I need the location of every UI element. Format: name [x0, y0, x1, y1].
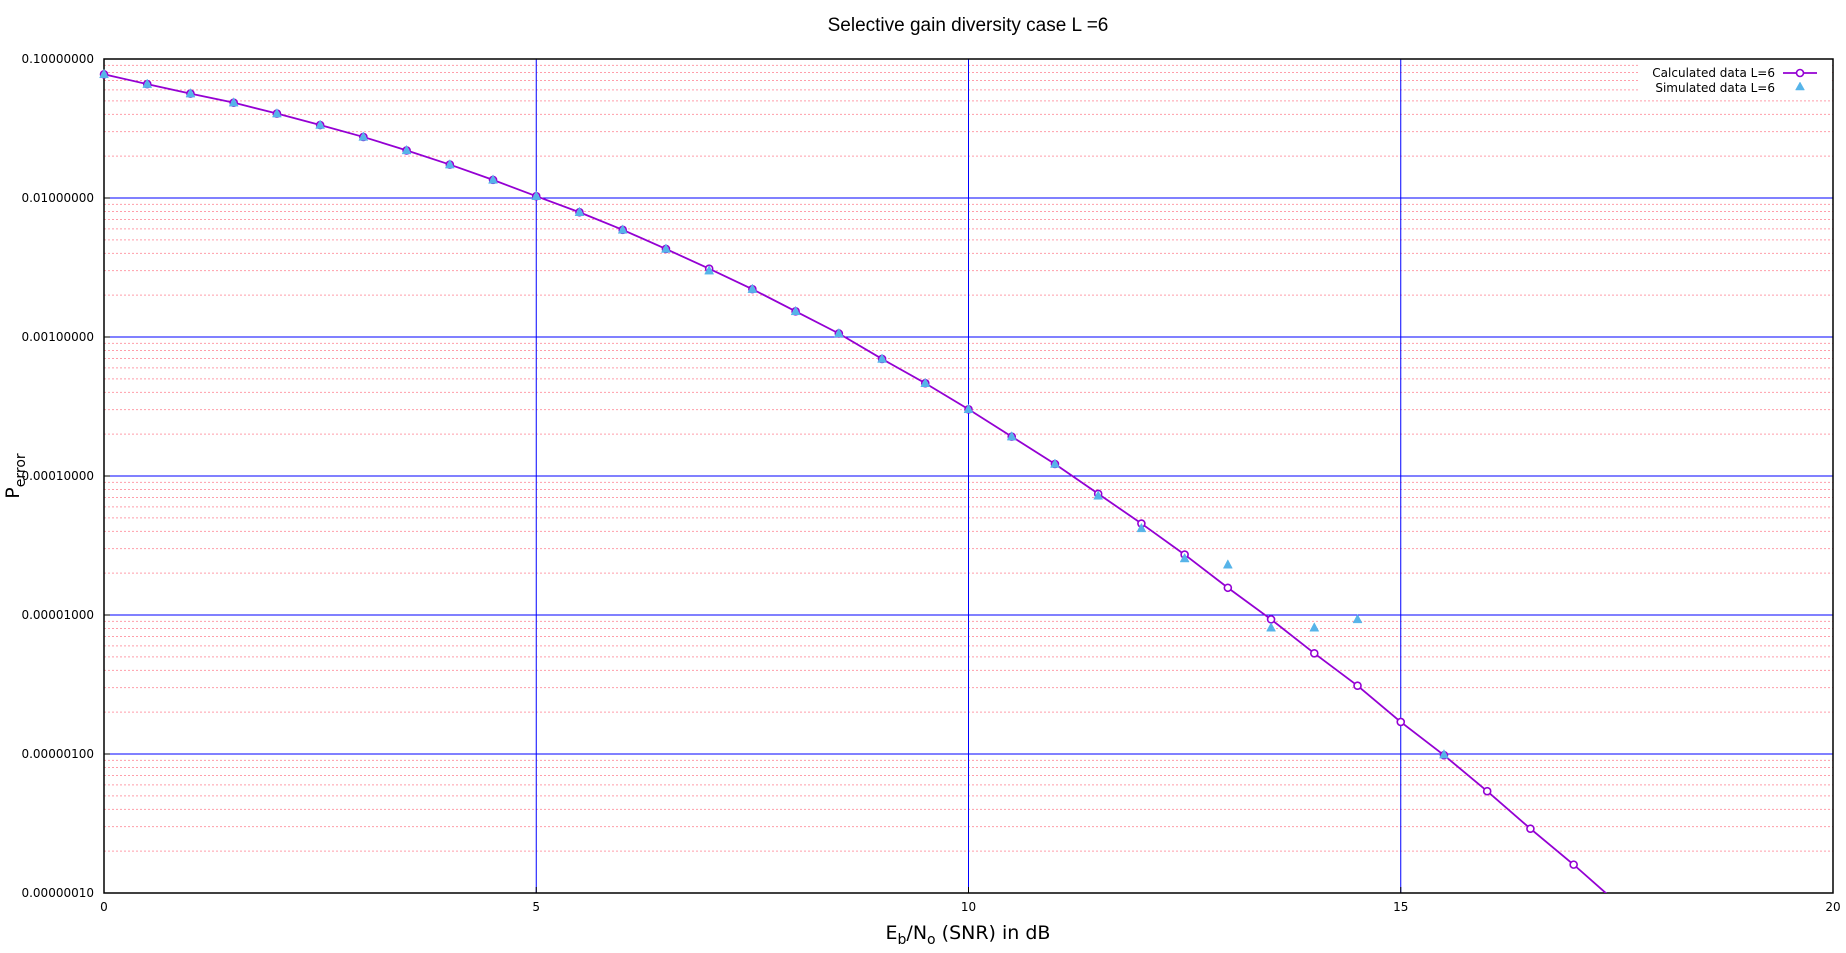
calculated-point — [1353, 681, 1362, 691]
simulated-point — [142, 78, 153, 88]
legend-label-simulated: Simulated data L=6 — [1655, 81, 1775, 95]
legend: Calculated data L=6 Simulated data L=6 — [1640, 64, 1830, 99]
simulated-point — [228, 97, 239, 107]
y-tick-label: 0.01000000 — [21, 191, 94, 205]
simulated-point — [617, 224, 628, 234]
calculated-point — [1310, 649, 1319, 658]
y-tick-label: 0.00000010 — [21, 886, 94, 900]
calculated-point — [1396, 717, 1406, 727]
simulated-point — [1309, 622, 1320, 632]
simulated-point — [1352, 613, 1363, 624]
chart-title: Selective gain diversity case L =6 — [828, 15, 1109, 36]
x-axis-label: Eb/No (SNR) in dB — [886, 922, 1051, 948]
y-tick-label: 0.00001000 — [21, 608, 94, 622]
y-tick-label: 0.00000100 — [21, 747, 94, 761]
simulated-point — [574, 206, 585, 216]
simulated-point — [1179, 552, 1190, 563]
simulated-point — [1136, 522, 1147, 533]
y-tick-label: 0.00010000 — [21, 469, 94, 483]
simulated-point — [99, 68, 109, 79]
simulated-point — [1439, 749, 1449, 759]
y-tick-label: 0.00100000 — [21, 330, 94, 344]
simulated-point — [1222, 559, 1233, 569]
simulated-point — [661, 243, 671, 253]
simulated-point — [1006, 431, 1017, 441]
simulated-point — [315, 119, 326, 129]
series-line-calculated — [104, 73, 1608, 893]
calculated-point — [1482, 786, 1492, 796]
simulated-point — [963, 403, 974, 414]
x-tick-label: 20 — [1825, 900, 1840, 914]
x-tick-label: 5 — [532, 900, 540, 914]
calculated-point — [1526, 824, 1535, 834]
simulated-point — [358, 131, 369, 141]
simulated-point — [444, 159, 455, 169]
simulated-point — [833, 327, 844, 338]
simulated-point — [1266, 622, 1276, 632]
simulated-point — [747, 283, 758, 293]
x-tick-label: 10 — [961, 900, 976, 914]
simulated-point — [920, 377, 931, 387]
y-axis-label: Perror — [2, 453, 29, 499]
axis-ticks: 0.00000010 0.00000100 0.00001000 0.00010000… — [21, 52, 1840, 914]
y-tick-label: 0.10000000 — [21, 52, 94, 66]
legend-marker-calculated — [1795, 68, 1805, 78]
simulated-point — [488, 174, 498, 184]
calculated-point — [1569, 860, 1578, 869]
simulated-point — [401, 144, 412, 155]
calculated-point — [1223, 583, 1233, 593]
simulated-point — [185, 88, 196, 98]
simulated-point — [790, 305, 801, 316]
simulated-point — [271, 108, 282, 118]
simulated-point — [704, 265, 715, 275]
x-tick-label: 0 — [100, 900, 108, 914]
x-tick-label: 15 — [1393, 900, 1408, 914]
legend-marker-simulated — [1795, 81, 1805, 91]
simulated-point — [1050, 458, 1060, 468]
legend-label-calculated: Calculated data L=6 — [1652, 66, 1775, 80]
calculated-point — [1266, 615, 1276, 624]
simulated-point — [1093, 490, 1104, 500]
simulated-point — [877, 353, 887, 363]
series-layer — [99, 68, 1608, 893]
simulated-point — [531, 190, 542, 200]
